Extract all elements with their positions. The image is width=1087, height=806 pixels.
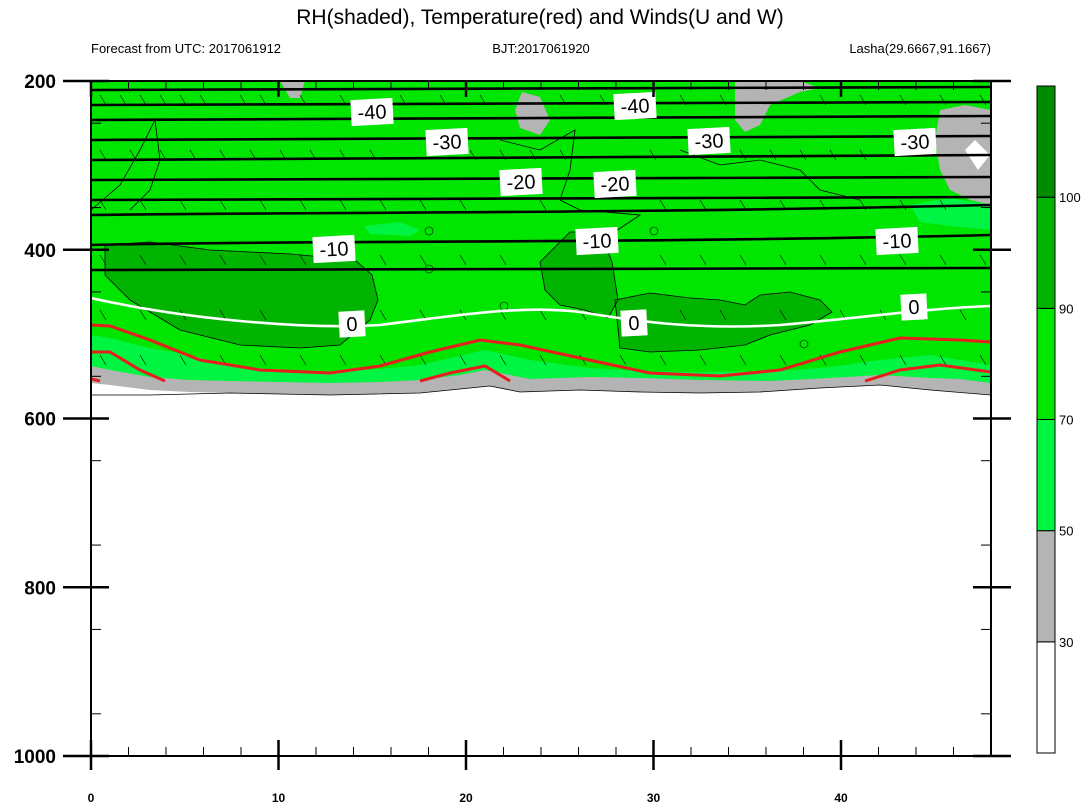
x-tick-label: 10 — [272, 791, 286, 805]
wind-calm-circle — [424, 226, 434, 236]
isotherm-line — [91, 134, 991, 142]
contour-label-text: -40 — [620, 95, 650, 118]
temperature-red-line — [864, 363, 991, 383]
contour-label-text: 0 — [628, 313, 640, 336]
contour-label-text: -40 — [357, 101, 387, 124]
y-tick-label: 600 — [24, 410, 56, 431]
contour-label: -40 — [613, 91, 657, 121]
contour-label-text: -30 — [432, 131, 462, 154]
isotherm-line — [91, 85, 991, 92]
isotherm-line — [91, 233, 991, 247]
contour-label: -20 — [499, 167, 543, 197]
contour-label-text: 0 — [346, 314, 358, 337]
wind-barb — [99, 254, 987, 266]
forecast-subtitle: Forecast from UTC: 2017061912 — [91, 41, 281, 56]
x-tick-label: 30 — [647, 791, 661, 805]
isotherm-line — [91, 153, 991, 162]
contour-label-text: -20 — [506, 171, 536, 194]
location-subtitle: Lasha(29.6667,91.1667) — [849, 41, 991, 56]
rh-surface-edge — [91, 384, 991, 396]
y-axis: 200 400 600 800 1000 — [14, 72, 1011, 768]
colorbar-box — [1036, 530, 1056, 643]
contour-label-text: -30 — [900, 131, 930, 154]
wind-barb — [99, 94, 987, 106]
contour-label-text: -10 — [882, 230, 912, 253]
contour-label: 0 — [338, 310, 366, 338]
y-tick-label: 1000 — [14, 747, 56, 768]
colorbar-tick-label: 90 — [1059, 301, 1073, 316]
temperature-red-line — [91, 377, 101, 383]
colorbar: 30 50 70 90 100 — [1036, 85, 1081, 754]
contour-labels: -40 -40 -30 -30 -30 -20 -20 -10 -10 -10 … — [312, 91, 937, 338]
rh-moist-patch-right — [615, 292, 832, 352]
colorbar-tick-label: 50 — [1059, 524, 1073, 539]
colorbar-box — [1036, 307, 1056, 421]
isotherm-line — [91, 266, 991, 272]
isotherm-line — [91, 100, 991, 107]
temperature-red-line — [91, 350, 166, 383]
isotherm-line — [91, 114, 991, 122]
x-tick-label: 40 — [834, 791, 848, 805]
contour-label: -10 — [575, 226, 619, 256]
wind-barb — [99, 199, 947, 211]
temperature-red-line — [419, 364, 511, 383]
chart-title: RH(shaded), Temperature(red) and Winds(U… — [296, 6, 783, 29]
rh-contour-line-6 — [679, 149, 861, 201]
y-tick-label: 800 — [24, 578, 56, 599]
temperature-red-lines — [91, 323, 991, 383]
wind-calm-circle — [799, 339, 809, 349]
contour-label-text: -20 — [600, 173, 630, 196]
contour-label: -10 — [875, 226, 919, 256]
contour-label: -10 — [312, 234, 356, 264]
contour-label: -40 — [350, 97, 394, 127]
contour-label: -30 — [893, 127, 937, 157]
bjt-subtitle: BJT:2017061920 — [492, 41, 590, 56]
contour-label: -20 — [593, 169, 637, 199]
colorbar-tick-label: 100 — [1059, 190, 1081, 205]
colorbar-tick-label: 30 — [1059, 635, 1073, 650]
colorbar-box — [1036, 419, 1056, 532]
plot-area — [91, 81, 991, 396]
isotherm-line — [91, 195, 991, 202]
isotherm-line — [91, 175, 991, 182]
contour-label-text: -10 — [319, 238, 349, 261]
contour-label-text: -30 — [694, 130, 724, 153]
rh-moist-patch-top — [364, 222, 420, 236]
contour-label: 0 — [900, 293, 928, 321]
wind-calm-circle — [649, 226, 659, 236]
x-axis: 0 10 20 30 40 — [88, 81, 992, 805]
contour-label-text: -10 — [582, 230, 612, 253]
colorbar-box — [1036, 641, 1056, 754]
isotherm-line — [91, 203, 991, 217]
contour-label: -30 — [425, 127, 469, 157]
contour-label: -30 — [687, 126, 731, 156]
temperature-isotherms — [91, 85, 991, 272]
rh-dry-pocket-3 — [735, 81, 820, 132]
y-tick-label: 400 — [24, 241, 56, 262]
y-tick-label: 200 — [24, 72, 56, 93]
rh-contour-line-5 — [499, 129, 642, 236]
x-tick-label: 20 — [459, 791, 473, 805]
isotherm-zero-line — [91, 296, 991, 328]
colorbar-box — [1036, 196, 1056, 309]
colorbar-box — [1036, 85, 1056, 198]
x-tick-label: 0 — [88, 791, 95, 805]
rh-contour-line-3 — [614, 291, 833, 353]
contour-label: 0 — [620, 309, 648, 337]
colorbar-tick-label: 70 — [1059, 413, 1073, 428]
temperature-red-line — [91, 323, 991, 378]
contour-label-text: 0 — [908, 297, 920, 320]
